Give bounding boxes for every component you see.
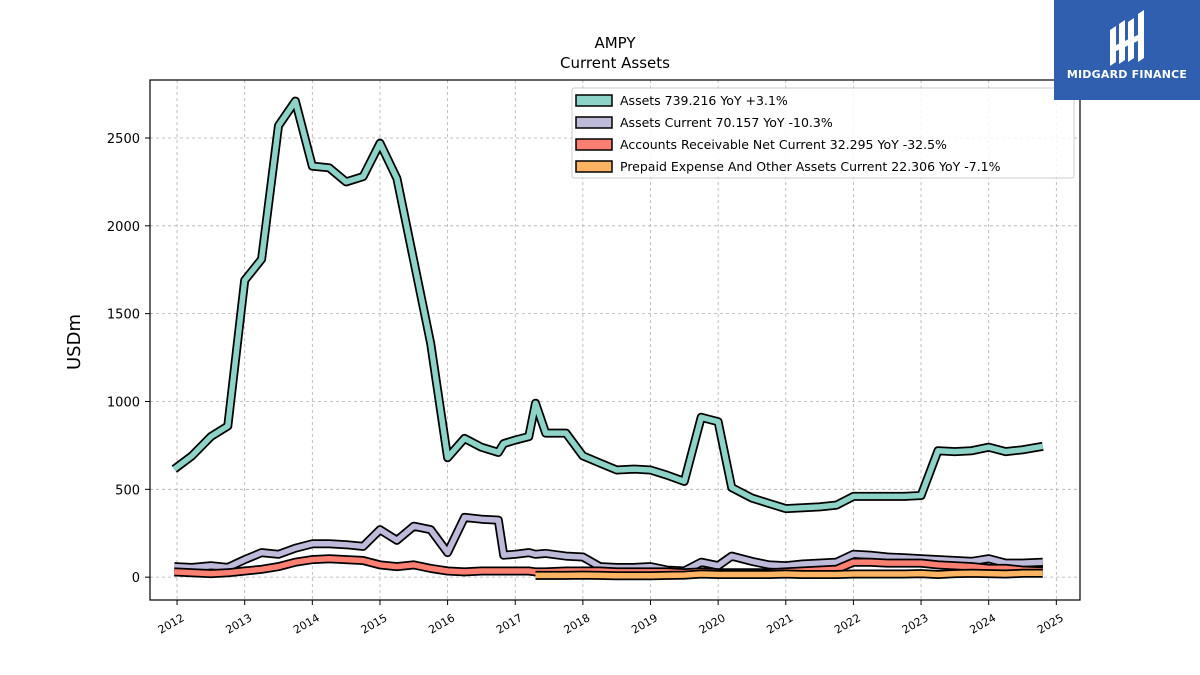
y-tick-label: 1000 [107,395,140,410]
y-tick-label: 2000 [107,220,140,235]
y-tick-label: 1500 [107,308,140,323]
x-tick-label: 2016 [426,611,457,636]
legend-swatch [575,94,613,107]
y-axis-label: USDm [64,314,85,370]
legend: Assets 739.216 YoY +3.1% Assets Current 7… [571,87,1075,179]
legend-swatch [575,116,613,129]
x-tick-label: 2017 [494,611,525,636]
plot-frame [149,79,1081,601]
x-tick-label: 2019 [629,611,660,636]
x-tick-label: 2015 [359,611,390,636]
x-tick-label: 2013 [223,611,254,636]
x-tick-label: 2020 [697,611,728,636]
x-tick-label: 2012 [156,611,187,636]
x-tick-label: 2025 [1035,611,1066,636]
chart-title: AMPY [594,34,636,52]
legend-entry: Assets Current 70.157 YoY -10.3% [620,115,833,130]
x-tick-label: 2014 [291,611,322,636]
legend-entry: Prepaid Expense And Other Assets Current… [620,159,1001,174]
legend-entry: Accounts Receivable Net Current 32.295 Y… [620,137,947,152]
series-line-3 [535,570,1043,579]
legend-box [571,87,1075,179]
series-lines [171,96,1044,581]
x-tick-label: 2023 [900,611,931,636]
legend-swatch [575,138,613,151]
x-tick-label: 2022 [832,611,863,636]
y-tick-label: 500 [115,483,140,498]
x-tick-label: 2021 [765,611,796,636]
x-tick-label: 2024 [967,611,998,636]
series-line-1 [174,514,1043,574]
legend-entry: Assets 739.216 YoY +3.1% [620,93,788,108]
brand-logo: MIDGARD FINANCE [1054,0,1200,100]
chart-subtitle: Current Assets [560,54,670,72]
brand-name: MIDGARD FINANCE [1066,68,1188,81]
y-tick-label: 0 [132,571,140,586]
brand-logo-mark-icon [1110,10,1144,66]
y-tick-label: 2500 [107,132,140,147]
series-line-0 [172,98,1044,512]
legend-swatch [575,160,613,173]
x-tick-label: 2018 [562,611,593,636]
